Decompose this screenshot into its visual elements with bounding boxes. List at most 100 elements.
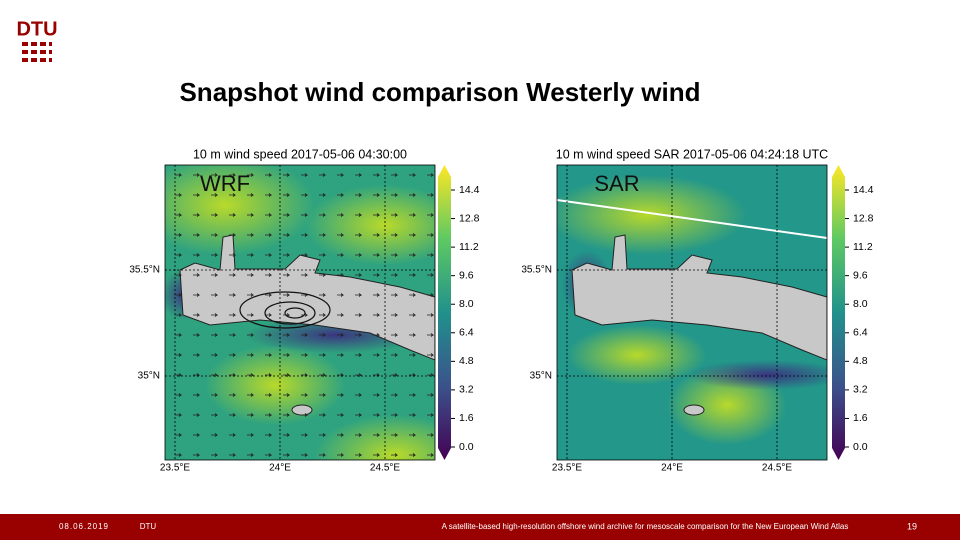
- swath-edge: [557, 199, 827, 239]
- wind-arrow: [409, 333, 417, 337]
- wind-arrow: [193, 293, 201, 297]
- wind-arrow: [373, 173, 381, 177]
- colorbar-label: 11.2: [853, 241, 873, 253]
- wind-patch: [205, 345, 345, 425]
- wind-arrow: [427, 233, 435, 237]
- footer-bar: [0, 514, 960, 540]
- wind-arrow: [265, 293, 273, 297]
- wind-arrow: [391, 453, 399, 457]
- wind-arrow: [211, 173, 219, 177]
- wind-arrow: [409, 173, 417, 177]
- map-title: 10 m wind speed SAR 2017-05-06 04:24:18 …: [556, 147, 828, 161]
- wind-arrow: [247, 373, 255, 377]
- wind-arrow: [301, 273, 309, 277]
- wind-arrow: [373, 273, 381, 277]
- colorbar: [438, 165, 451, 460]
- wind-arrow: [283, 173, 291, 177]
- contour: [239, 291, 331, 329]
- wind-arrow: [427, 453, 435, 457]
- lat-label: 35.5°N: [521, 265, 552, 276]
- page-number: 19: [907, 521, 917, 531]
- wind-arrow: [283, 433, 291, 437]
- wind-arrow: [409, 313, 417, 317]
- wind-arrow: [175, 253, 183, 257]
- wind-arrow: [265, 213, 273, 217]
- wind-arrow: [283, 393, 291, 397]
- wind-arrow: [283, 293, 291, 297]
- wind-arrow: [355, 193, 363, 197]
- wind-arrow: [175, 173, 183, 177]
- wind-arrow: [247, 273, 255, 277]
- wind-arrow: [337, 313, 345, 317]
- wind-arrow: [355, 373, 363, 377]
- colorbar-label: 4.8: [459, 355, 474, 367]
- footer-date: 08.06.2019: [59, 522, 109, 531]
- wind-arrow: [391, 193, 399, 197]
- wind-arrow: [193, 413, 201, 417]
- panels: 10 m wind speed 2017-05-06 04:30:00 WRF 35…: [129, 147, 874, 474]
- colorbar-label: 3.2: [459, 384, 474, 396]
- wind-arrow: [283, 233, 291, 237]
- wind-arrow: [211, 233, 219, 237]
- wind-arrow: [283, 413, 291, 417]
- wind-arrow: [337, 273, 345, 277]
- contour: [284, 307, 306, 319]
- wind-arrow: [373, 253, 381, 257]
- wind-arrow: [337, 173, 345, 177]
- colorbar-label: 4.8: [853, 355, 868, 367]
- wind-arrow: [391, 373, 399, 377]
- wind-patch: [315, 415, 435, 460]
- wind-arrow: [175, 453, 183, 457]
- wind-arrow: [427, 253, 435, 257]
- wind-arrow: [373, 413, 381, 417]
- wind-arrow: [193, 433, 201, 437]
- wind-arrow: [337, 353, 345, 357]
- wind-arrow: [247, 353, 255, 357]
- wind-patch: [557, 175, 747, 255]
- wind-arrow: [211, 273, 219, 277]
- wind-arrow: [409, 393, 417, 397]
- wind-arrow: [355, 433, 363, 437]
- wind-arrow: [229, 233, 237, 237]
- lon-label: 23.5°E: [552, 463, 582, 474]
- wind-arrow: [319, 173, 327, 177]
- wind-arrow: [193, 453, 201, 457]
- wind-arrow: [301, 233, 309, 237]
- wind-arrow: [355, 393, 363, 397]
- wind-arrow: [247, 253, 255, 257]
- wind-arrow: [175, 433, 183, 437]
- colorbar-label: 14.4: [853, 184, 874, 196]
- wind-arrow: [427, 373, 435, 377]
- wind-arrow: [427, 393, 435, 397]
- wind-arrow: [283, 373, 291, 377]
- wind-arrow: [409, 453, 417, 457]
- wind-arrow: [391, 433, 399, 437]
- wind-arrow: [337, 453, 345, 457]
- wind-arrow: [211, 393, 219, 397]
- colorbar: [832, 165, 845, 460]
- wind-arrow: [355, 293, 363, 297]
- wind-arrow: [265, 393, 273, 397]
- colorbar-label: 1.6: [459, 412, 474, 424]
- map-label: WRF: [200, 171, 250, 196]
- wind-arrow: [337, 393, 345, 397]
- wind-arrow: [355, 353, 363, 357]
- wind-arrow: [391, 353, 399, 357]
- wind-arrow: [175, 393, 183, 397]
- wind-arrow: [427, 213, 435, 217]
- wind-arrow: [265, 413, 273, 417]
- wind-arrow: [427, 273, 435, 277]
- wind-arrow: [391, 313, 399, 317]
- wind-arrow: [265, 313, 273, 317]
- wind-arrow: [175, 293, 183, 297]
- wind-arrow: [337, 213, 345, 217]
- wind-arrow: [373, 313, 381, 317]
- wind-arrow: [193, 173, 201, 177]
- lon-label: 23.5°E: [160, 463, 190, 474]
- wind-arrow: [391, 393, 399, 397]
- colorbar-label: 12.8: [853, 212, 874, 224]
- wind-arrow: [193, 233, 201, 237]
- wind-arrow: [301, 333, 309, 337]
- wind-arrow: [427, 193, 435, 197]
- wind-arrow: [193, 273, 201, 277]
